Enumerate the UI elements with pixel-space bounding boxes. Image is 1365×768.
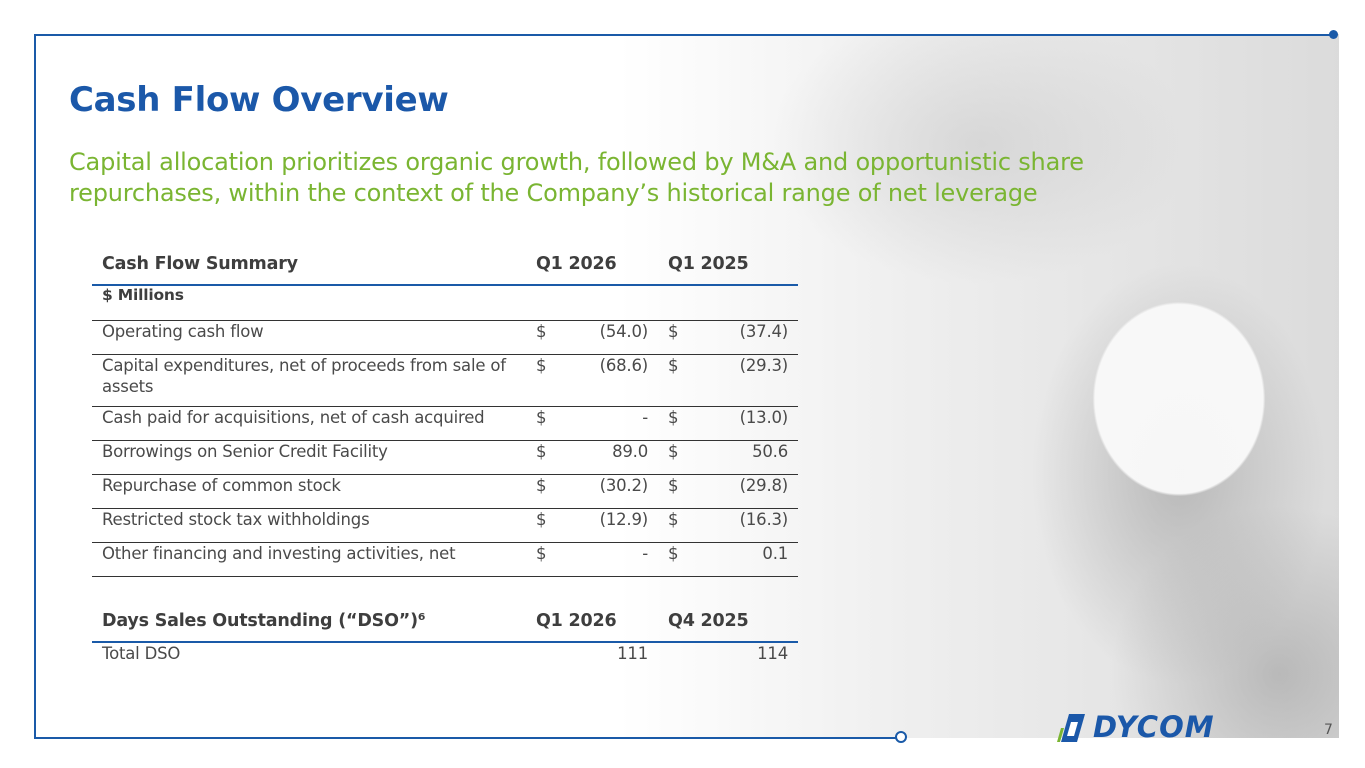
row-label: Other financing and investing activities… <box>92 542 526 577</box>
value-q1-2026: 89.0 <box>560 440 659 475</box>
currency-symbol: $ <box>526 354 560 407</box>
cash-flow-summary-header: Cash Flow Summary <box>92 254 526 286</box>
currency-symbol: $ <box>526 440 560 475</box>
page-title: Cash Flow Overview <box>69 80 449 120</box>
row-label: Total DSO <box>102 644 181 663</box>
col-header-q1-2026: Q1 2026 <box>526 254 659 286</box>
dycom-logo-mark-icon <box>1057 714 1085 742</box>
frame-top-line <box>34 34 1334 36</box>
units-row: $ Millions <box>92 285 799 321</box>
value-q1-2025: 0.1 <box>692 542 799 577</box>
row-label: Repurchase of common stock <box>92 474 526 509</box>
table-row: Borrowings on Senior Credit Facility $ 8… <box>92 440 799 475</box>
value-q1-2026: - <box>560 406 659 441</box>
value-q1-2026: 111 <box>617 644 649 663</box>
row-label: Restricted stock tax withholdings <box>92 508 526 543</box>
table-row: Total DSO 111 114 <box>92 642 798 676</box>
col-header-q1-2025: Q1 2025 <box>658 254 799 286</box>
value-q1-2026: (12.9) <box>560 508 659 543</box>
value-q1-2025: 50.6 <box>692 440 799 475</box>
value-q1-2026: (30.2) <box>560 474 659 509</box>
value-q1-2025: (37.4) <box>692 320 799 355</box>
cash-flow-header-row: Cash Flow Summary Q1 2026 Q1 2025 <box>92 254 799 286</box>
currency-symbol: $ <box>658 406 693 441</box>
currency-symbol: $ <box>526 508 560 543</box>
currency-symbol: $ <box>658 440 693 475</box>
table-spacer <box>92 577 798 612</box>
currency-symbol: $ <box>526 320 560 355</box>
dycom-logo-wordmark: DYCOM <box>1093 710 1215 744</box>
row-label: Borrowings on Senior Credit Facility <box>92 440 526 475</box>
value-q1-2025: (29.8) <box>692 474 799 509</box>
col-header-q4-2025: Q4 2025 <box>658 611 799 643</box>
currency-symbol: $ <box>526 542 560 577</box>
frame-bottom-ring <box>895 731 907 743</box>
currency-symbol: $ <box>658 508 693 543</box>
row-label: Operating cash flow <box>92 320 526 355</box>
page-subtitle: Capital allocation prioritizes organic g… <box>69 148 1084 207</box>
row-label: Cash paid for acquisitions, net of cash … <box>92 406 526 441</box>
value-q1-2026: (68.6) <box>560 354 659 407</box>
currency-symbol: $ <box>658 474 693 509</box>
value-q1-2025: (13.0) <box>692 406 799 441</box>
frame-left-line <box>34 34 36 739</box>
col-header-q1-2026: Q1 2026 <box>526 611 659 643</box>
value-q1-2026: - <box>560 542 659 577</box>
frame-bottom-line <box>34 737 896 739</box>
value-q4-2025: 114 <box>757 644 789 663</box>
dso-header: Days Sales Outstanding (“DSO”)⁶ <box>92 611 526 643</box>
page-number: 7 <box>1324 722 1333 738</box>
row-label: Capital expenditures, net of proceeds fr… <box>92 354 526 407</box>
currency-symbol: $ <box>658 354 693 407</box>
frame-top-dot <box>1329 30 1338 39</box>
table-row: Restricted stock tax withholdings $ (12.… <box>92 508 799 543</box>
cash-flow-table: Cash Flow Summary Q1 2026 Q1 2025 $ Mill… <box>92 254 799 676</box>
currency-symbol: $ <box>658 542 693 577</box>
currency-symbol: $ <box>526 406 560 441</box>
currency-symbol: $ <box>526 474 560 509</box>
table-row: Other financing and investing activities… <box>92 542 799 577</box>
value-q1-2025: (16.3) <box>692 508 799 543</box>
currency-symbol: $ <box>658 320 693 355</box>
value-q1-2025: (29.3) <box>692 354 799 407</box>
table-row: Operating cash flow $ (54.0) $ (37.4) <box>92 320 799 355</box>
value-q1-2026: (54.0) <box>560 320 659 355</box>
table-row: Repurchase of common stock $ (30.2) $ (2… <box>92 474 799 509</box>
dycom-logo: DYCOM <box>1055 710 1247 746</box>
table-row: Capital expenditures, net of proceeds fr… <box>92 354 799 407</box>
dso-header-row: Days Sales Outstanding (“DSO”)⁶ Q1 2026 … <box>92 611 799 643</box>
table-row: Cash paid for acquisitions, net of cash … <box>92 406 799 441</box>
units-label: $ Millions <box>92 285 799 321</box>
